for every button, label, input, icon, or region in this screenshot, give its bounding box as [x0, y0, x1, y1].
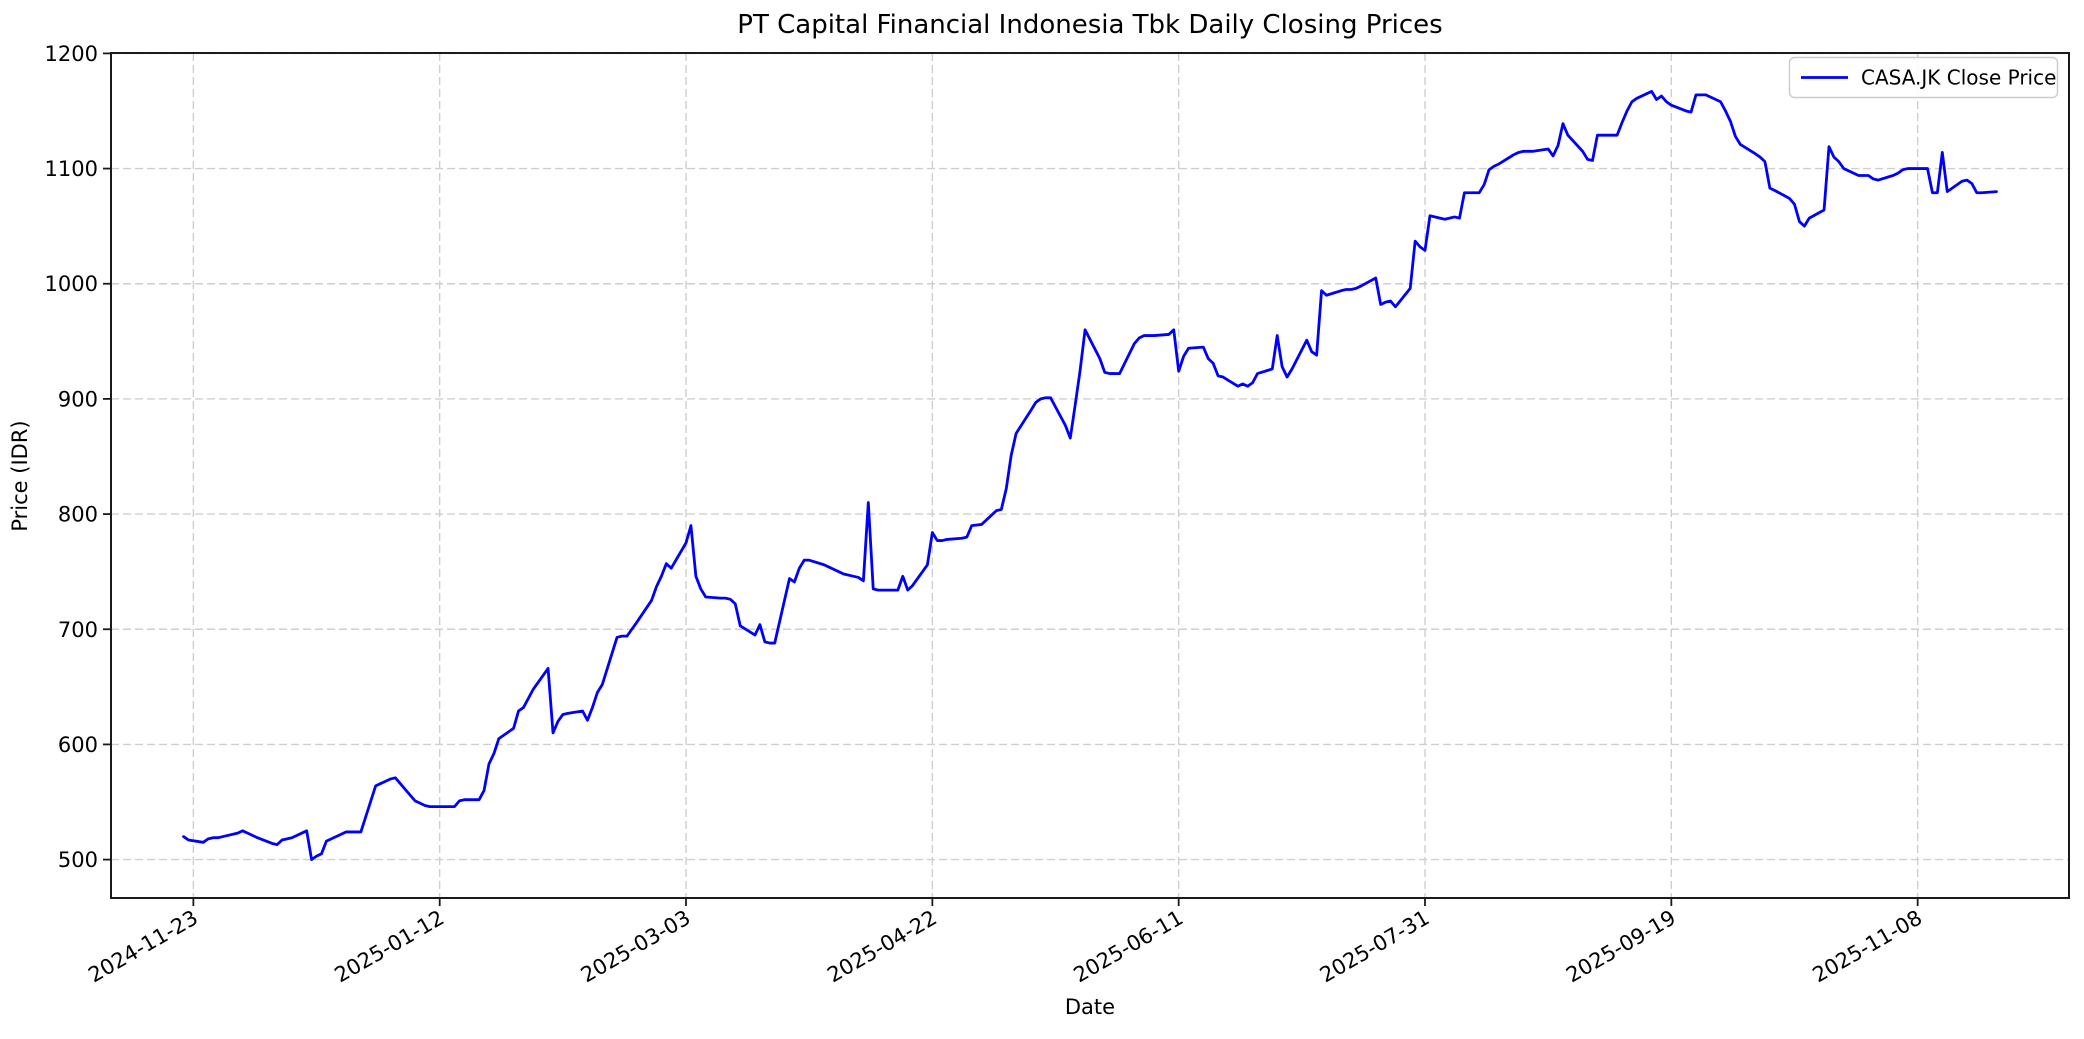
x-tick-label: 2025-11-08 — [1809, 906, 1927, 988]
y-tick-label: 1200 — [45, 42, 98, 66]
axes — [110, 52, 2070, 899]
x-tick-label: 2025-09-19 — [1562, 906, 1680, 988]
x-tick-label: 2025-03-03 — [577, 906, 695, 988]
x-axis-label: Date — [1065, 995, 1115, 1019]
y-tick-label: 500 — [58, 848, 98, 872]
y-tick-label: 700 — [58, 618, 98, 642]
y-tick-label: 1000 — [45, 272, 98, 296]
x-tick-label: 2024-11-23 — [84, 906, 202, 988]
price-line-series — [182, 90, 1998, 861]
tick-marks-and-labels: 500 600 700 800 900 1000 1100 1200 2024-11-23 202… — [45, 42, 1927, 987]
grid — [111, 52, 2069, 898]
legend-box — [1788, 56, 2059, 99]
legend: CASA.JK Close Price — [1788, 56, 2059, 99]
legend-label: CASA.JK Close Price — [1861, 66, 2056, 90]
y-tick-label: 900 — [58, 387, 98, 411]
y-tick-label: 800 — [58, 503, 98, 527]
x-tick-label: 2025-01-12 — [331, 906, 449, 988]
chart-title: PT Capital Financial Indonesia Tbk Daily… — [737, 10, 1442, 40]
x-tick-label: 2025-06-11 — [1070, 906, 1188, 988]
y-tick-label: 600 — [58, 733, 98, 757]
y-axis-label: Price (IDR) — [8, 420, 32, 531]
plot-border — [110, 52, 2070, 899]
close-price-line — [182, 90, 1998, 861]
x-tick-label: 2025-04-22 — [823, 906, 941, 988]
x-tick-label: 2025-07-31 — [1316, 906, 1434, 988]
y-tick-label: 1100 — [45, 157, 98, 181]
